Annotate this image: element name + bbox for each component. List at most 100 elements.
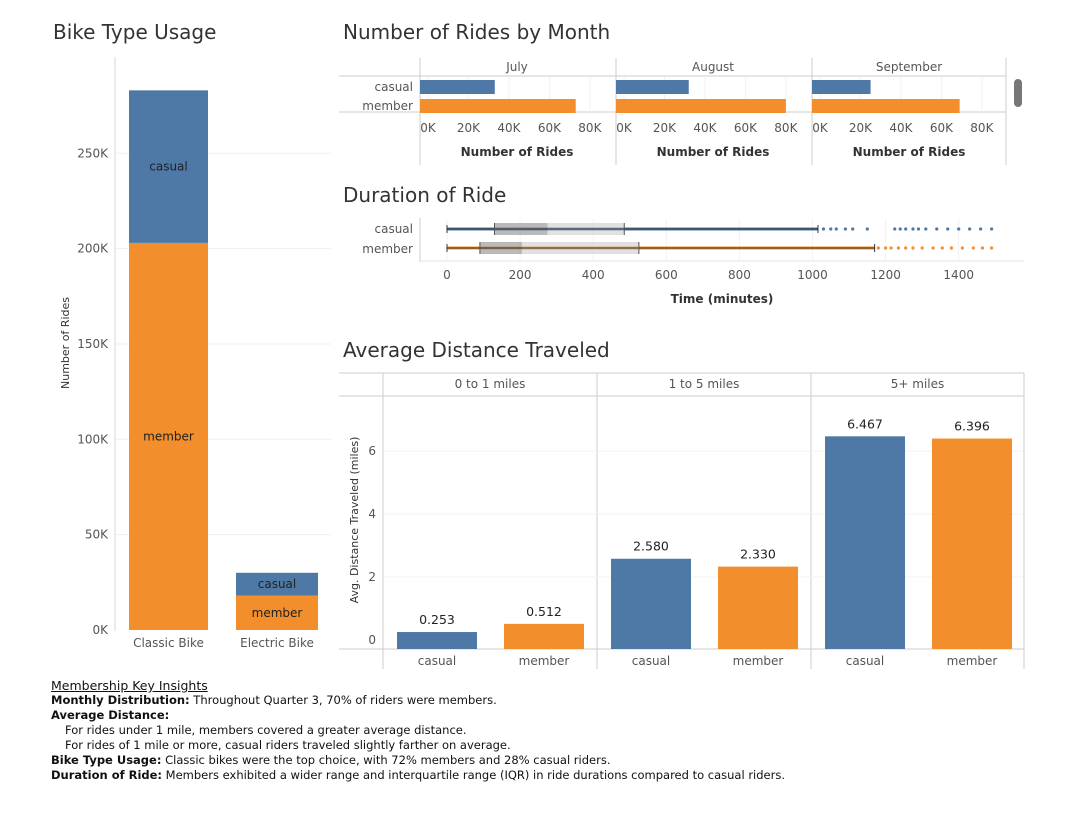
- chart3-outlier-member: [980, 246, 985, 250]
- chart4-data-label: 6.396: [954, 419, 990, 434]
- chart3-outlier-casual: [968, 227, 972, 231]
- chart3-outlier-member: [884, 246, 888, 250]
- chart1-bar-member: [129, 242, 208, 630]
- insight-average-distance: Average Distance:: [51, 708, 785, 723]
- chart4-ytick-label: 2: [368, 570, 376, 584]
- chart3-outlier-casual: [865, 227, 869, 231]
- chart4-bar-member: [504, 623, 584, 649]
- rides-by-month-title: Number of Rides by Month: [343, 20, 611, 44]
- chart3-outlier-casual: [829, 227, 833, 231]
- chart2-category-label: casual: [375, 80, 414, 94]
- chart1-ytick-label: 250K: [77, 146, 109, 160]
- chart3-outlier-member: [911, 246, 915, 250]
- chart2-bar-casual: [616, 80, 689, 94]
- chart4-category-label: member: [519, 654, 570, 668]
- chart3-outlier-casual: [911, 227, 915, 231]
- chart3-outlier-casual: [893, 227, 897, 231]
- chart3-outlier-casual: [851, 227, 855, 231]
- chart1-segment-label: member: [252, 606, 303, 620]
- chart3-outlier-member: [904, 246, 908, 250]
- chart2-xtick-label: 60K: [930, 121, 954, 135]
- chart1-ylabel: Number of Rides: [59, 297, 72, 389]
- chart3-outlier-member: [949, 246, 953, 250]
- chart2-xtick-label: 40K: [693, 121, 717, 135]
- chart1-ytick-label: 150K: [77, 337, 109, 351]
- chart4-category-label: member: [947, 654, 998, 668]
- chart4-category-label: casual: [418, 654, 457, 668]
- chart4-category-label: casual: [846, 654, 885, 668]
- insight-bike-label: Bike Type Usage:: [51, 753, 162, 767]
- chart2-facet-label: August: [692, 60, 734, 74]
- chart2-xtick-label: 40K: [497, 121, 521, 135]
- insight-bike-type: Bike Type Usage: Classic bikes were the …: [51, 753, 785, 768]
- chart3-outlier-casual: [946, 227, 950, 231]
- insight-duration: Duration of Ride: Members exhibited a wi…: [51, 768, 785, 783]
- chart3-xtick-label: 0: [443, 268, 451, 282]
- chart3-outlier-casual: [898, 227, 902, 231]
- chart3-outlier-member: [889, 246, 893, 250]
- chart3-category-label: casual: [375, 222, 414, 236]
- chart1-category-label: Classic Bike: [133, 636, 204, 650]
- chart3-category-label: member: [362, 242, 413, 256]
- chart2-bar-member: [812, 99, 960, 113]
- chart4-bar-casual: [611, 558, 691, 649]
- chart2-facet-label: July: [505, 60, 528, 74]
- chart2-xtick-label: 40K: [889, 121, 913, 135]
- chart4-bar-member: [932, 438, 1012, 649]
- chart2-xtick-label: 20K: [457, 121, 481, 135]
- chart3-outlier-casual: [904, 227, 908, 231]
- chart2-xtick-label: 60K: [734, 121, 758, 135]
- chart1-bar-member: [236, 595, 318, 630]
- chart4-ytick-label: 4: [368, 507, 376, 521]
- chart1-ytick-label: 100K: [77, 432, 109, 446]
- chart3-xtick-label: 1000: [797, 268, 828, 282]
- chart2-xtick-label: 0K: [420, 121, 437, 135]
- insight-bike-text: Classic bikes were the top choice, with …: [161, 753, 611, 767]
- insight-duration-label: Duration of Ride:: [51, 768, 163, 782]
- chart3-xtick-label: 1200: [870, 268, 901, 282]
- chart4-data-label: 0.512: [526, 604, 562, 619]
- chart4-facet-label: 1 to 5 miles: [669, 377, 740, 391]
- chart1-ytick-label: 200K: [77, 242, 109, 256]
- chart4-data-label: 0.253: [419, 612, 455, 627]
- bike-type-usage-title: Bike Type Usage: [53, 20, 217, 44]
- chart1-bar-casual: [129, 90, 208, 243]
- chart2-xtick-label: 80K: [578, 121, 602, 135]
- chart2-xlabel: Number of Rides: [461, 145, 574, 159]
- chart3-xtick-label: 600: [655, 268, 678, 282]
- chart4-category-label: member: [733, 654, 784, 668]
- chart4-ylabel: Avg. Distance Traveled (miles): [348, 437, 361, 604]
- chart3-outlier-casual: [935, 227, 939, 231]
- chart2-xtick-label: 80K: [774, 121, 798, 135]
- chart3-outlier-casual: [924, 227, 928, 231]
- chart4-data-label: 6.467: [847, 416, 883, 431]
- chart1-segment-label: casual: [258, 577, 297, 591]
- insight-avg-label: Average Distance:: [51, 708, 170, 722]
- chart4-ytick-label: 6: [368, 444, 376, 458]
- chart2-xlabel: Number of Rides: [657, 145, 770, 159]
- chart4-data-label: 2.580: [633, 539, 669, 554]
- chart3-outlier-member: [971, 246, 975, 250]
- chart3-outlier-member: [940, 246, 944, 250]
- chart3-outlier-member: [876, 246, 880, 250]
- chart2-bar-casual: [420, 80, 495, 94]
- chart1-ytick-label: 50K: [85, 528, 109, 542]
- chart4-data-label: 2.330: [740, 547, 776, 562]
- chart2-bar-casual: [812, 80, 871, 94]
- chart2-bar-member: [420, 99, 576, 113]
- chart2-bar-member: [616, 99, 786, 113]
- chart2-xlabel: Number of Rides: [853, 145, 966, 159]
- chart2-category-label: member: [362, 99, 413, 113]
- chart1-bar-casual: [236, 572, 318, 596]
- chart4-bar-casual: [397, 632, 477, 649]
- chart3-outlier-member: [960, 246, 964, 250]
- chart2-xtick-label: 80K: [970, 121, 994, 135]
- insight-monthly: Monthly Distribution: Throughout Quarter…: [51, 693, 785, 708]
- chart4-ytick-label: 0: [368, 633, 376, 647]
- chart3-outlier-member: [920, 246, 924, 250]
- chart1-ytick-label: 0K: [92, 623, 109, 637]
- chart4-category-label: casual: [632, 654, 671, 668]
- scrollbar-thumb[interactable]: [1014, 79, 1022, 107]
- chart3-outlier-casual: [957, 227, 961, 231]
- chart2-facet-label: September: [876, 60, 942, 74]
